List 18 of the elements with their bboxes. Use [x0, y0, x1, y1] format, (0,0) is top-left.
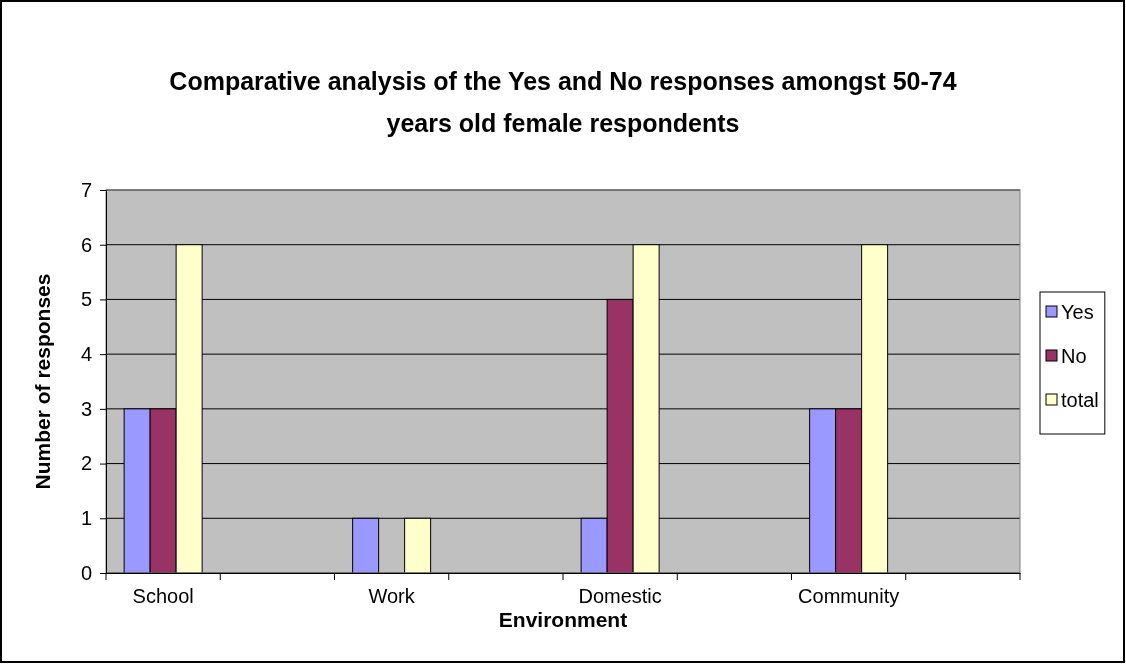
y-tick-label: 4	[80, 343, 92, 366]
legend-label: total	[1061, 389, 1099, 411]
legend-label: No	[1061, 345, 1087, 367]
y-tick-label: 0	[80, 561, 92, 584]
x-axis-title: Environment	[498, 608, 628, 631]
y-tick-label: 1	[80, 507, 92, 530]
y-tick-label: 5	[80, 288, 92, 311]
y-tick-label: 6	[80, 233, 92, 256]
x-tick-label: Domestic	[578, 585, 662, 608]
y-axis-title: Number of responses	[31, 273, 54, 490]
x-tick-label: Work	[368, 585, 416, 608]
x-tick-label: School	[132, 585, 194, 608]
y-tick-label: 7	[80, 178, 92, 201]
y-tick-label: 2	[80, 452, 92, 475]
x-tick-label: Community	[798, 585, 900, 608]
legend-label: Yes	[1061, 301, 1094, 323]
y-tick-label: 3	[80, 397, 92, 420]
chart-title: Comparative analysis of the Yes and No responses amongst 50-74 years old female respondents	[169, 67, 957, 137]
